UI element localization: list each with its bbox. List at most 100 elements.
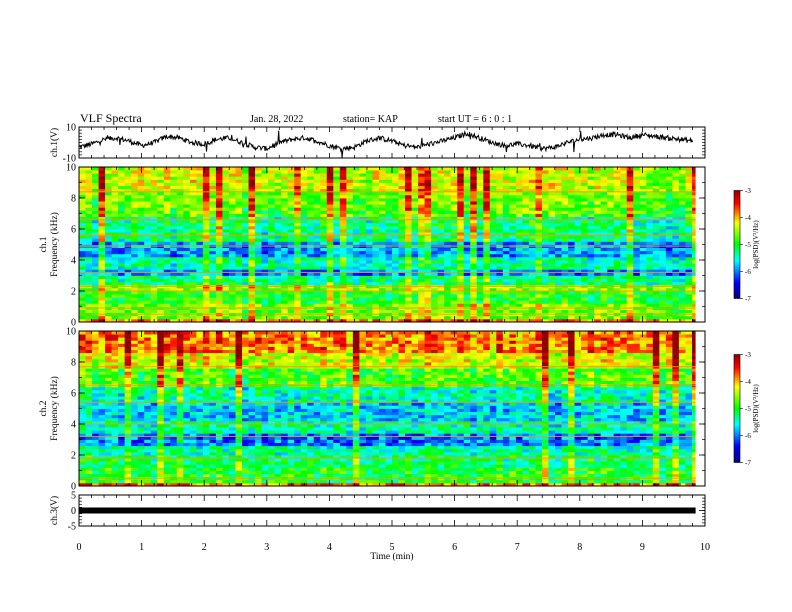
ch1-spectrogram-cell (79, 309, 86, 314)
ch1-spectrogram-cell (248, 294, 256, 298)
ch1-spectrogram-cell (281, 247, 289, 252)
ch1-spectrogram-cell (672, 253, 680, 258)
ch1-spectrogram-cell (320, 198, 328, 202)
ch1-spectrogram-cell (248, 291, 256, 295)
ch1-spectrogram-cell (261, 167, 269, 171)
ch1-spectrogram-cell (522, 241, 530, 245)
ch1-spectrogram-cell (424, 201, 432, 205)
ch1-spectrogram-cell (157, 275, 165, 279)
ch1-spectrogram-cell (92, 191, 99, 196)
ch1-spectrogram-cell (665, 250, 673, 255)
ch1-spectrogram-cell (685, 201, 693, 205)
ch1-spectrogram-cell (365, 219, 373, 224)
ch1-spectrogram-cell (541, 253, 549, 258)
ch1-spectrogram-cell (294, 198, 302, 202)
ch1-spectrogram-cell (646, 291, 654, 295)
ch1-spectrogram-cell (685, 219, 693, 224)
ch1-spectrogram-cell (672, 287, 680, 292)
ch1-spectrogram-cell (535, 278, 543, 283)
ch1-spectrogram-cell (268, 173, 276, 177)
ch1-spectrogram-cell (633, 216, 641, 221)
ch1-spectrogram-cell (411, 179, 419, 183)
ch1-spectrogram-cell (79, 300, 86, 304)
ch1-spectrogram-cell (163, 216, 171, 221)
ch1-spectrogram-cell (124, 269, 132, 273)
ch1-spectrogram-cell (385, 315, 393, 320)
ch1-spectrogram-cell (300, 204, 308, 208)
ch1-spectrogram-cell (392, 207, 399, 211)
ch1-spectrogram-cell (372, 272, 380, 276)
ch1-spectrogram-cell (496, 225, 504, 230)
ch1-spectrogram-cell (294, 275, 302, 279)
ch1-spectrogram-cell (170, 281, 178, 286)
ch1-spectrogram-cell (620, 191, 628, 196)
ch1-spectrogram-cell (378, 294, 386, 298)
ch1-spectrogram-cell (320, 278, 328, 283)
ch1-spectrogram-cell (613, 281, 621, 286)
ch1-spectrogram-cell (326, 170, 334, 174)
ch1-spectrogram-cell (483, 204, 491, 208)
ch1-spectrogram-cell (470, 238, 478, 242)
ch1-spectrogram-cell (470, 176, 478, 180)
ch1-spectrogram-cell (111, 207, 119, 211)
ch1-spectrogram-cell (528, 229, 536, 233)
ch1-spectrogram-cell (685, 207, 693, 211)
ch1-spectrogram-cell (326, 219, 334, 224)
ch1-spectrogram-cell (483, 216, 491, 221)
ch1-spectrogram-cell (378, 253, 386, 258)
ch1-spectrogram-cell (300, 225, 308, 230)
ch1-spectrogram-cell (672, 269, 680, 273)
ch1-spectrogram-cell (555, 213, 562, 217)
ch1-spectrogram-cell (157, 179, 165, 183)
ch1-spectrogram-cell (672, 281, 680, 286)
ch1-spectrogram-cell (613, 225, 621, 230)
ch1-spectrogram-cell (98, 219, 106, 224)
ch1-spectrogram-cell (228, 204, 236, 208)
ch1-spectrogram-cell (333, 269, 341, 273)
ch1-spectrogram-cell (385, 194, 393, 199)
ch1-spectrogram-cell (483, 182, 491, 186)
ch1-spectrogram-cell (528, 170, 536, 174)
ch1-spectrogram-cell (607, 253, 615, 258)
ch1-spectrogram-cell (255, 207, 262, 211)
ch1-spectrogram-cell (678, 291, 686, 295)
ch1-spectrogram-cell (333, 229, 341, 233)
ch1-spectrogram-cell (470, 256, 478, 261)
ch1-spectrogram-cell (652, 250, 660, 255)
ch1-spectrogram-cell (463, 179, 471, 183)
ch1-spectrogram-cell (620, 303, 628, 307)
ch1-spectrogram-cell (378, 170, 386, 174)
ch1-spectrogram-cell (202, 185, 210, 190)
ch1-spectrogram-cell (124, 201, 132, 205)
ch1-spectrogram-cell (450, 222, 458, 227)
ch1-spectrogram-cell (346, 256, 354, 261)
ch1-spectrogram-cell (568, 309, 575, 314)
ch1-spectrogram-cell (170, 241, 178, 245)
ch1-spectrogram-cell (209, 194, 217, 199)
ch1-spectrogram-cell (678, 247, 686, 252)
ch1-spectrogram-cell (228, 250, 236, 255)
ch1-spectrogram-cell (541, 219, 549, 224)
ch1-spectrogram-cell (118, 266, 126, 270)
ch1-spectrogram-cell (196, 176, 204, 180)
ch1-spectrogram-cell (326, 303, 334, 307)
ch1-spectrogram-cell (307, 222, 315, 227)
ch1-spectrogram-cell (555, 253, 562, 258)
ch1-spectrogram-cell (665, 291, 673, 295)
ch1-spectrogram-cell (555, 167, 562, 171)
ch1-spectrogram-cell (489, 235, 497, 239)
ch1-spectrogram-cell (405, 188, 412, 193)
ch1-spectrogram-cell (548, 185, 556, 190)
ch1-spectrogram-cell (333, 303, 341, 307)
ch1-spectrogram-cell (196, 182, 204, 186)
ch1-spectrogram-cell (222, 260, 230, 264)
ch1-spectrogram-cell (346, 291, 354, 295)
ch1-spectrogram-cell (111, 176, 119, 180)
ch1-spectrogram-cell (444, 185, 452, 190)
ch1-spectrogram-cell (502, 250, 510, 255)
ch1-spectrogram-cell (170, 179, 178, 183)
ch1-spectrogram-cell (496, 315, 504, 320)
ch1-spectrogram-cell (281, 278, 289, 283)
ch1-spectrogram-cell (144, 204, 152, 208)
ch1-spectrogram-cell (561, 272, 569, 276)
